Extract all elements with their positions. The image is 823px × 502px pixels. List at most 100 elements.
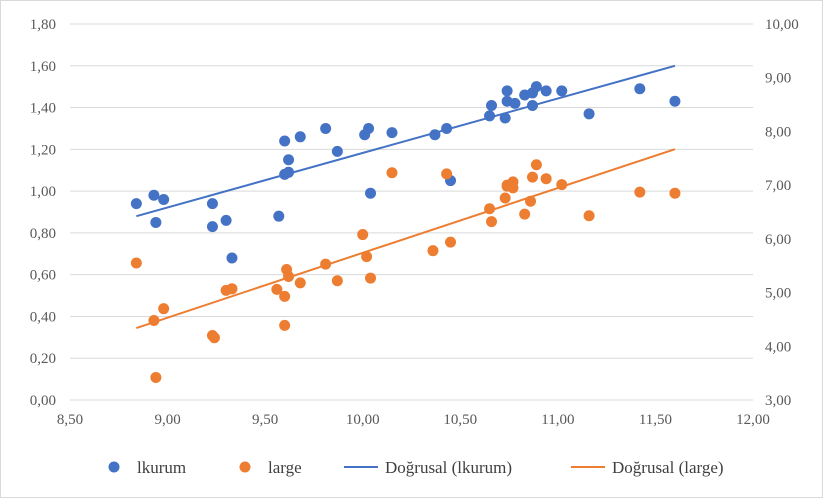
point-lkurum — [130, 198, 142, 210]
trendlines — [136, 64, 676, 329]
point-large — [499, 192, 511, 204]
point-lkurum — [365, 187, 377, 199]
point-large — [130, 257, 142, 269]
point-lkurum — [150, 216, 162, 228]
point-lkurum — [320, 122, 332, 134]
point-lkurum — [206, 221, 218, 233]
y-tick-label: 0,40 — [30, 309, 56, 325]
point-large — [445, 236, 457, 248]
point-large — [484, 203, 496, 215]
point-lkurum — [283, 166, 295, 178]
point-lkurum — [206, 198, 218, 210]
y-tick-label: 1,60 — [30, 59, 56, 75]
point-large — [386, 167, 398, 179]
y-tick-label: 1,40 — [30, 101, 56, 117]
legend-label: lkurum — [137, 458, 186, 477]
y-axis-ticks: 0,00 0,20 0,40 0,60 0,80 1,00 1,20 1,40 1,60 1,80 — [30, 17, 56, 409]
point-lkurum — [484, 110, 496, 122]
point-lkurum — [501, 85, 513, 97]
point-large — [226, 283, 238, 295]
point-lkurum — [669, 95, 681, 107]
y-tick-label: 1,00 — [30, 184, 56, 200]
legend-trend-large: Doğrusal (large) — [571, 458, 724, 477]
trendline-lkurum — [136, 64, 676, 218]
y2-tick-label: 7,00 — [765, 178, 791, 194]
point-large — [526, 171, 538, 183]
point-large — [279, 319, 291, 331]
point-lkurum — [499, 112, 511, 124]
y2-tick-label: 9,00 — [765, 71, 791, 87]
legend-label: Doğrusal (lkurum) — [385, 458, 512, 477]
point-large — [556, 179, 568, 191]
point-large — [530, 159, 542, 171]
data-points — [130, 81, 681, 383]
x-tick-label: 12,00 — [736, 412, 770, 428]
point-large — [365, 272, 377, 284]
y2-tick-label: 4,00 — [765, 339, 791, 355]
y2-tick-label: 10,00 — [765, 17, 799, 33]
point-large — [279, 290, 291, 302]
x-tick-label: 11,00 — [541, 412, 574, 428]
point-lkurum — [583, 108, 595, 120]
point-large — [148, 315, 160, 327]
point-large — [150, 371, 162, 383]
y2-axis-ticks: 3,00 4,00 5,00 6,00 7,00 8,00 9,00 10,00 — [765, 17, 799, 409]
x-tick-label: 10,50 — [443, 412, 477, 428]
point-large — [525, 195, 537, 207]
y2-tick-label: 3,00 — [765, 393, 791, 409]
x-tick-label: 8,50 — [57, 412, 83, 428]
point-large — [294, 277, 306, 289]
point-lkurum — [331, 145, 343, 157]
x-tick-label: 11,50 — [639, 412, 672, 428]
point-large — [331, 275, 343, 287]
point-large — [208, 332, 220, 344]
y2-tick-label: 5,00 — [765, 286, 791, 302]
point-large — [669, 187, 681, 199]
point-lkurum — [220, 214, 232, 226]
point-large — [283, 270, 295, 282]
point-lkurum — [294, 131, 306, 143]
point-large — [486, 216, 498, 228]
point-large — [583, 210, 595, 222]
y-tick-label: 0,60 — [30, 268, 56, 284]
point-lkurum — [634, 83, 646, 95]
legend-large: large — [239, 458, 302, 477]
point-large — [427, 245, 439, 257]
y-tick-label: 0,80 — [30, 226, 56, 242]
point-large — [320, 258, 332, 270]
point-large — [507, 176, 519, 188]
point-lkurum — [530, 81, 542, 93]
point-lkurum — [363, 122, 375, 134]
x-tick-label: 9,00 — [154, 412, 180, 428]
point-large — [540, 173, 552, 185]
point-large — [441, 168, 453, 180]
point-lkurum — [556, 85, 568, 97]
point-lkurum — [526, 99, 538, 111]
point-lkurum — [273, 210, 285, 222]
y-tick-label: 0,00 — [30, 393, 56, 409]
legend-lkurum: lkurum — [108, 458, 186, 477]
legend-label: large — [268, 458, 302, 477]
legend-trend-lkurum: Doğrusal (lkurum) — [344, 458, 512, 477]
point-large — [158, 303, 170, 315]
y-tick-label: 1,80 — [30, 17, 56, 33]
point-lkurum — [386, 127, 398, 139]
point-lkurum — [283, 154, 295, 166]
y-tick-label: 0,20 — [30, 351, 56, 367]
point-large — [361, 251, 373, 263]
point-lkurum — [158, 193, 170, 205]
legend-marker — [108, 461, 120, 473]
point-lkurum — [279, 135, 291, 147]
x-axis-ticks: 8,50 9,00 9,50 10,00 10,50 11,00 11,50 12,00 — [57, 412, 770, 428]
y2-tick-label: 6,00 — [765, 232, 791, 248]
point-lkurum — [441, 122, 453, 134]
point-lkurum — [148, 189, 160, 201]
point-lkurum — [429, 129, 441, 141]
point-large — [634, 186, 646, 198]
point-lkurum — [509, 97, 521, 109]
point-large — [271, 283, 283, 295]
legend-marker — [239, 461, 251, 473]
point-large — [357, 229, 369, 241]
